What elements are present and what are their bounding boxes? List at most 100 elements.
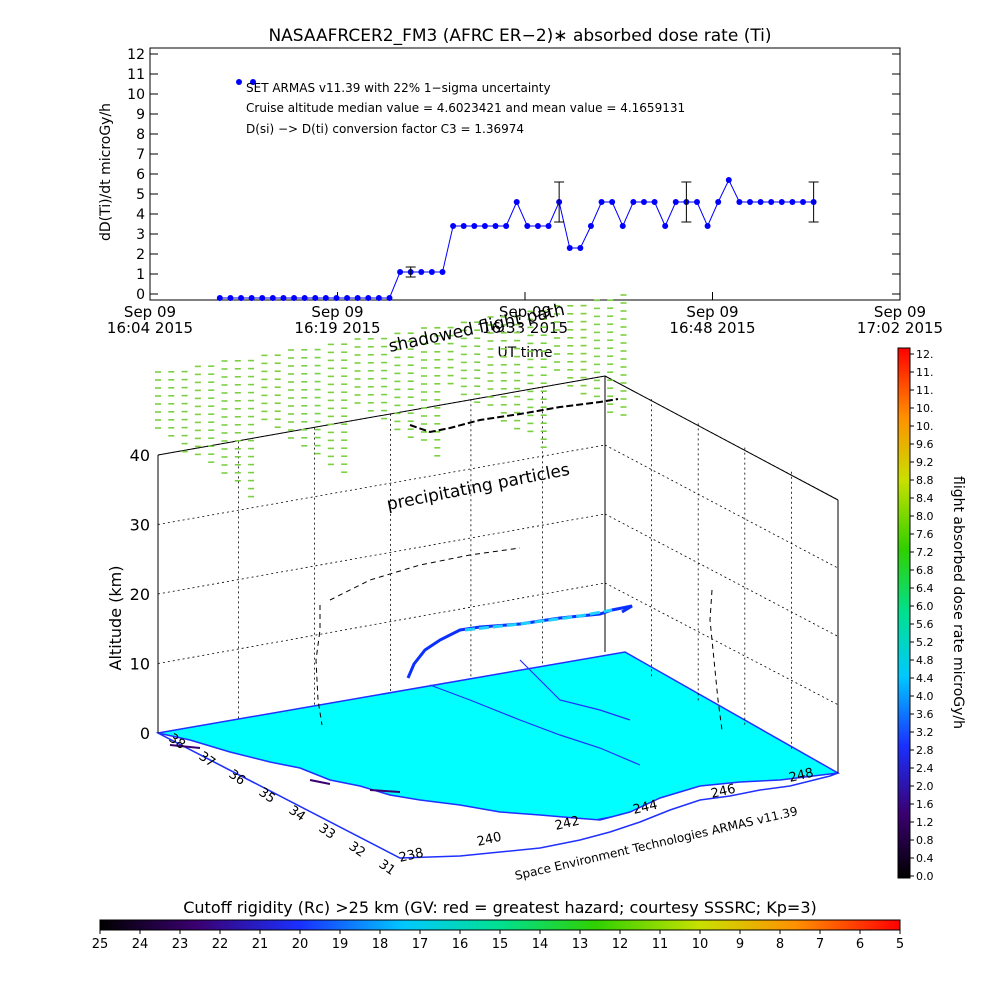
rigidity-colorbar-tick-label: 12 xyxy=(612,937,629,952)
dose-colorbar-tick-label: 10. xyxy=(916,402,934,415)
dose-rate-point xyxy=(375,295,382,301)
rigidity-colorbar-tick-label: 15 xyxy=(492,937,509,952)
dose-rate-point xyxy=(450,223,457,229)
dose-rate-point xyxy=(587,223,594,229)
rigidity-colorbar-tick-label: 11 xyxy=(652,937,669,952)
dose-rate-point xyxy=(662,223,669,229)
map-coast-detail xyxy=(169,744,401,793)
dose-rate-point xyxy=(492,223,499,229)
dose-rate-point xyxy=(386,295,393,301)
altitude-axis: 0 10 20 30 40 xyxy=(130,446,150,743)
dose-colorbar-tick-label: 2.0 xyxy=(916,780,934,793)
cutoff-rigidity-title: Cutoff rigidity (Rc) >25 km (GV: red = g… xyxy=(183,898,817,917)
rigidity-colorbar-tick-label: 16 xyxy=(452,937,469,952)
dose-rate-point xyxy=(704,223,711,229)
top-y-tick-label: 1 xyxy=(136,267,145,283)
cutoff-rigidity-colorbar: Cutoff rigidity (Rc) >25 km (GV: red = g… xyxy=(92,898,904,952)
grid-line xyxy=(157,375,606,456)
dose-rate-point xyxy=(524,223,531,229)
rigidity-colorbar-tick-label: 24 xyxy=(132,937,149,952)
dose-colorbar-tick-label: 5.2 xyxy=(916,636,934,649)
dose-rate-point xyxy=(672,199,679,205)
dose-colorbar-tick-label: 3.6 xyxy=(916,708,934,721)
shadowed-flight-path xyxy=(409,398,619,434)
dose-rate-line xyxy=(219,178,814,299)
legend-marker xyxy=(236,79,242,85)
dose-colorbar-tick-label: 5.6 xyxy=(916,618,934,631)
dose-colorbar-tick-label: 0.4 xyxy=(916,852,934,865)
dose-rate-point xyxy=(418,269,425,275)
precipitating-particles xyxy=(155,294,627,498)
dose-colorbar-tick-label: 2.8 xyxy=(916,744,934,757)
top-x-tick-label-date: Sep 09 xyxy=(874,303,926,321)
top-y-tick-label: 11 xyxy=(127,67,145,83)
dose-colorbar-tick-label: 6.4 xyxy=(916,582,934,595)
top-x-tick-label-time: 16:04 2015 xyxy=(107,319,193,337)
longitude-tick-label: 238 xyxy=(398,846,426,866)
longitude-tick-label: 244 xyxy=(632,798,660,818)
grid-line xyxy=(604,513,839,637)
dose-rate-point xyxy=(736,199,743,205)
latitude-tick-label: 31 xyxy=(376,857,398,879)
dose-rate-point xyxy=(768,199,775,205)
dose-colorbar-tick-label: 8.8 xyxy=(916,474,934,487)
top-y-tick-label: 9 xyxy=(136,107,145,123)
flight-path-cruise xyxy=(464,608,613,632)
longitude-tick-label: 248 xyxy=(788,766,816,786)
rigidity-colorbar-tick-label: 8 xyxy=(776,937,784,952)
top-x-tick-label-date: Sep 09 xyxy=(686,303,738,321)
dose-rate-point xyxy=(577,245,584,251)
dose-rate-point xyxy=(481,223,488,229)
dose-colorbar-tick-label: 3.2 xyxy=(916,726,934,739)
dose-rate-point xyxy=(757,199,764,205)
dose-rate-point xyxy=(534,223,541,229)
dose-rate-point xyxy=(598,199,605,205)
top-y-tick-label: 7 xyxy=(136,147,145,163)
altitude-tick-label: 20 xyxy=(130,585,150,604)
top-x-tick-label-time: 17:02 2015 xyxy=(857,319,943,337)
dose-rate-point xyxy=(630,199,637,205)
dose-rate-point xyxy=(747,199,753,205)
map-state-borders xyxy=(429,659,641,766)
dose-rate-series xyxy=(216,79,819,301)
dose-rate-point xyxy=(280,295,287,301)
rigidity-colorbar-tick-label: 10 xyxy=(692,937,709,952)
rigidity-colorbar-tick-label: 19 xyxy=(332,937,349,952)
longitude-tick-label: 246 xyxy=(710,782,738,802)
dose-rate-point xyxy=(354,295,361,301)
rigidity-colorbar-tick-label: 21 xyxy=(252,937,269,952)
dose-rate-point xyxy=(301,295,308,301)
altitude-axis-label: Altitude (km) xyxy=(106,566,125,671)
altitude-tick-label: 40 xyxy=(130,446,150,465)
dose-rate-colorbar-label: flight absorbed dose rate microGy/h xyxy=(950,476,966,729)
grid-line xyxy=(157,444,606,525)
cutoff-rigidity-ticks: 25 24 23 22 21 20 19 18 17 16 15 14 13 12 11 10 9 8 7 6 5 xyxy=(92,930,904,952)
altitude-tick-label: 0 xyxy=(140,724,150,743)
rigidity-colorbar-tick-label: 17 xyxy=(412,937,429,952)
grid-line xyxy=(604,444,839,569)
dose-colorbar-tick-label: 0.8 xyxy=(916,834,934,847)
dose-rate-colorbar: 0.0 0.4 0.8 1.2 1.6 2.0 2.4 2.8 3.2 3.6 4.0 4.4 4.8 5… xyxy=(897,347,966,883)
dose-colorbar-tick-label: 8.4 xyxy=(916,492,934,505)
longitude-tick-label: 242 xyxy=(554,814,582,834)
rigidity-colorbar-tick-label: 6 xyxy=(856,937,864,952)
top-x-axis-label: UT time xyxy=(498,345,553,361)
dose-rate-point xyxy=(800,199,807,205)
annotation-line-2: Cruise altitude median value = 4.6023421… xyxy=(246,101,685,115)
dose-colorbar-tick-label: 8.0 xyxy=(916,510,934,523)
top-y-axis-label: dD(Ti)/dt microGy/h xyxy=(98,103,114,241)
dose-colorbar-tick-label: 6.8 xyxy=(916,564,934,577)
dose-rate-point xyxy=(725,177,732,183)
dose-colorbar-tick-label: 6.0 xyxy=(916,600,934,613)
dose-colorbar-tick-label: 1.2 xyxy=(916,816,934,829)
grid-line xyxy=(604,375,839,501)
longitude-axis: 238 240 242 244 246 248 xyxy=(398,766,816,866)
top-y-tick-label: 4 xyxy=(136,207,145,223)
dose-rate-point xyxy=(471,223,478,229)
wall-projection-back xyxy=(329,547,521,601)
grid-line xyxy=(604,582,839,706)
dose-rate-colorbar-gradient xyxy=(897,347,911,879)
